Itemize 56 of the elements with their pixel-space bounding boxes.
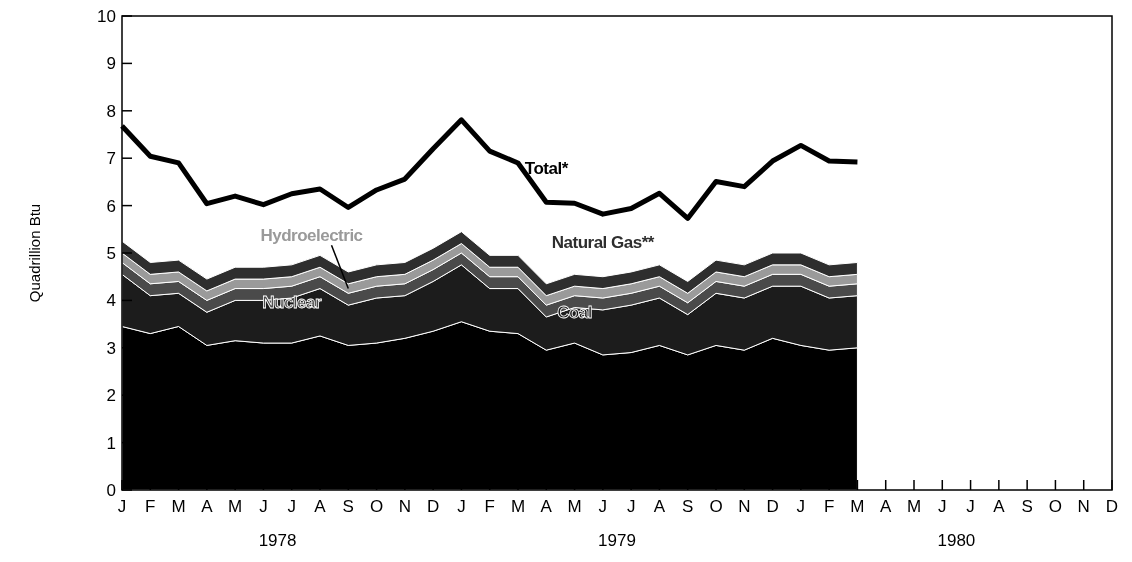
- x-tick-label: J: [938, 497, 947, 516]
- x-tick-label: A: [314, 497, 327, 516]
- x-tick-label: F: [823, 497, 835, 516]
- x-tick-label: M: [171, 497, 186, 516]
- x-tick-label: A: [201, 497, 214, 516]
- x-tick-label: J: [287, 497, 296, 516]
- x-tick-label: S: [682, 497, 694, 516]
- x-tick-label: A: [880, 497, 893, 516]
- x-tick-label: O: [709, 497, 723, 516]
- y-tick-label: 4: [106, 291, 116, 311]
- x-tick-label: D: [1105, 497, 1119, 516]
- y-tick-label: 1: [106, 433, 116, 453]
- y-tick-label: 5: [106, 243, 116, 263]
- x-tick-label: N: [1077, 497, 1090, 516]
- x-tick-label: N: [398, 497, 411, 516]
- y-tick-label: 6: [106, 196, 116, 216]
- x-tick-label: M: [567, 497, 582, 516]
- series-label: Natural Gas**: [551, 233, 655, 253]
- x-tick-label: N: [738, 497, 751, 516]
- series-label: Nuclear: [262, 293, 323, 313]
- x-tick-label: D: [427, 497, 440, 516]
- y-tick-label: 0: [106, 480, 116, 500]
- series-label: Hydroelectric: [260, 226, 363, 246]
- text: 1980: [937, 531, 976, 550]
- x-tick-label: J: [117, 497, 127, 516]
- x-tick-label: M: [228, 497, 243, 516]
- x-tick-label: O: [369, 497, 384, 516]
- series-label: Total*: [524, 158, 569, 178]
- y-tick-label: 3: [106, 338, 116, 358]
- x-tick-label: J: [259, 497, 268, 516]
- text: 1978: [258, 531, 297, 550]
- x-tick-label: O: [1048, 497, 1063, 516]
- y-tick-label: 9: [106, 54, 116, 74]
- y-tick-label: 7: [106, 149, 116, 169]
- y-axis-title: Quadrillion Btu: [26, 203, 43, 303]
- x-tick-label: M: [850, 497, 865, 516]
- y-tick-label: 2: [106, 386, 116, 406]
- x-tick-label: A: [993, 497, 1006, 516]
- x-tick-label: J: [457, 497, 466, 516]
- x-tick-label: A: [540, 497, 553, 516]
- x-tick-label: F: [145, 497, 156, 516]
- x-tick-label: J: [626, 497, 636, 516]
- y-tick-label: 8: [106, 101, 116, 121]
- x-tick-label: M: [906, 497, 922, 516]
- x-tick-label: J: [796, 497, 806, 516]
- x-tick-label: D: [766, 497, 779, 516]
- x-tick-label: F: [484, 497, 495, 516]
- text: 1979: [598, 531, 636, 550]
- x-tick-label: J: [966, 497, 975, 516]
- series-label: Coal: [557, 303, 592, 323]
- x-tick-label: S: [1021, 497, 1033, 516]
- x-tick-label: J: [598, 497, 608, 516]
- x-tick-label: S: [342, 497, 354, 516]
- y-tick-label: 10: [97, 6, 116, 26]
- x-tick-label: M: [510, 497, 526, 516]
- x-tick-label: A: [653, 497, 666, 516]
